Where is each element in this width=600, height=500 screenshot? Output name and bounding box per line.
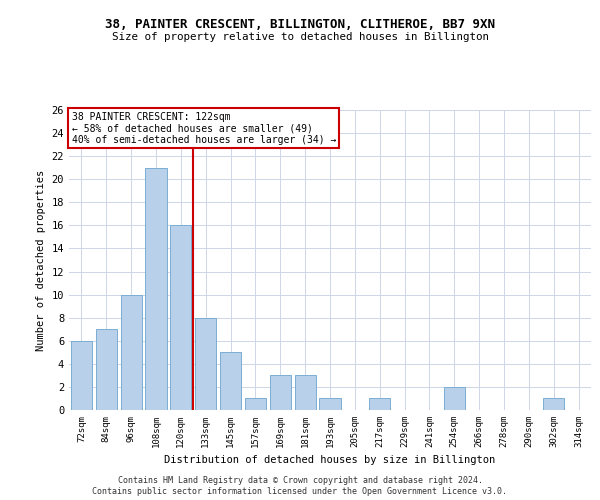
Bar [270, 376, 291, 410]
X-axis label: Distribution of detached houses by size in Billington: Distribution of detached houses by size … [164, 456, 496, 466]
Text: 38 PAINTER CRESCENT: 122sqm
← 58% of detached houses are smaller (49)
40% of sem: 38 PAINTER CRESCENT: 122sqm ← 58% of det… [71, 112, 336, 144]
Y-axis label: Number of detached properties: Number of detached properties [36, 170, 46, 350]
Bar [121, 294, 142, 410]
Bar [145, 168, 167, 410]
Bar [444, 387, 465, 410]
Text: Contains public sector information licensed under the Open Government Licence v3: Contains public sector information licen… [92, 488, 508, 496]
Bar [170, 226, 191, 410]
Bar [220, 352, 241, 410]
Bar [195, 318, 216, 410]
Text: 38, PAINTER CRESCENT, BILLINGTON, CLITHEROE, BB7 9XN: 38, PAINTER CRESCENT, BILLINGTON, CLITHE… [105, 18, 495, 30]
Text: Contains HM Land Registry data © Crown copyright and database right 2024.: Contains HM Land Registry data © Crown c… [118, 476, 482, 485]
Text: Size of property relative to detached houses in Billington: Size of property relative to detached ho… [112, 32, 488, 42]
Bar [245, 398, 266, 410]
Bar [295, 376, 316, 410]
Bar [319, 398, 341, 410]
Bar [96, 329, 117, 410]
Bar [369, 398, 390, 410]
Bar [71, 341, 92, 410]
Bar [543, 398, 564, 410]
